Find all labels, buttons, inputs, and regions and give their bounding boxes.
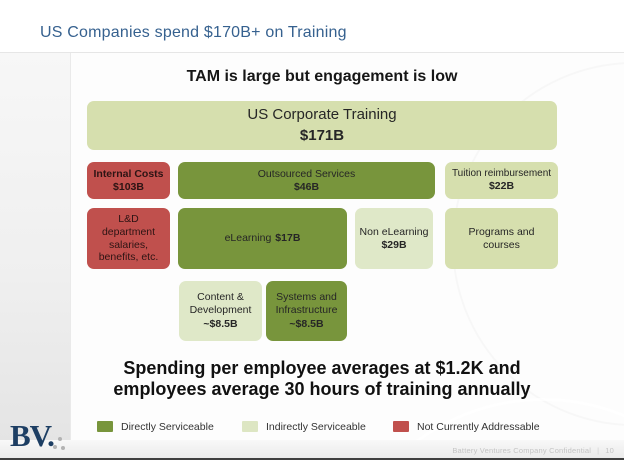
- bv-logo: BV.: [10, 418, 70, 458]
- box-tuition-reimbursement: Tuition reimbursement $22B: [445, 162, 558, 199]
- box-label: L&D department salaries, benefits, etc.: [98, 212, 159, 264]
- legend-label: Directly Serviceable: [121, 420, 214, 433]
- box-label-line: eLearning $17B: [225, 232, 301, 245]
- legend-label: Not Currently Addressable: [417, 420, 540, 433]
- key-statement-line2: employees average 30 hours of training a…: [113, 379, 531, 400]
- box-systems-infrastructure: Systems and Infrastructure ~$8.5B: [266, 281, 347, 341]
- legend-item-indirectly-serviceable: Indirectly Serviceable: [242, 420, 366, 433]
- key-statement-line1: Spending per employee averages at $1.2K …: [123, 358, 521, 378]
- footer-separator: |: [597, 446, 600, 455]
- box-label: Internal Costs: [93, 167, 164, 180]
- box-value: $22B: [488, 180, 515, 193]
- footer: Battery Ventures Company Confidential | 10: [452, 446, 614, 455]
- box-value: $29B: [381, 238, 407, 251]
- bv-logo-dots: [48, 437, 70, 453]
- legend-swatch-indirect: [242, 421, 258, 432]
- box-label: US Corporate Training: [247, 106, 397, 124]
- box-value: ~$8.5B: [289, 318, 324, 331]
- key-statement: Spending per employee averages at $1.2K …: [57, 358, 587, 400]
- box-label: Outsourced Services: [257, 167, 356, 180]
- box-label: Systems and Infrastructure: [275, 290, 338, 316]
- legend-item-not-currently-addressable: Not Currently Addressable: [393, 420, 540, 433]
- box-label: Non eLearning: [359, 225, 429, 238]
- header-divider: [0, 52, 624, 53]
- box-outsourced-services: Outsourced Services $46B: [178, 162, 435, 199]
- diagram-heading: TAM is large but engagement is low: [186, 68, 458, 85]
- box-value: $46B: [293, 180, 320, 193]
- footer-band: [0, 440, 624, 458]
- legend-swatch-direct: [97, 421, 113, 432]
- footer-page-number: 10: [605, 446, 614, 455]
- bv-logo-text: BV.: [10, 418, 55, 453]
- box-value: $103B: [113, 180, 144, 193]
- box-ld-department: L&D department salaries, benefits, etc.: [87, 208, 170, 269]
- legend-label: Indirectly Serviceable: [266, 420, 366, 433]
- box-label: Programs and courses: [468, 225, 535, 251]
- box-programs-and-courses: Programs and courses: [445, 208, 558, 269]
- box-value: ~$8.5B: [203, 318, 238, 331]
- box-non-elearning: Non eLearning $29B: [355, 208, 433, 269]
- left-margin-strip: [0, 53, 71, 460]
- box-value: $171B: [299, 126, 345, 144]
- footer-confidential: Battery Ventures Company Confidential: [452, 446, 592, 455]
- window-bottom-edge: [0, 458, 624, 460]
- box-us-corporate-training: US Corporate Training $171B: [87, 101, 557, 150]
- box-value: $17B: [275, 232, 301, 245]
- box-label: eLearning: [224, 232, 272, 245]
- box-label: Content & Development: [189, 290, 252, 316]
- legend-swatch-not-addressable: [393, 421, 409, 432]
- slide-title: US Companies spend $170B+ on Training: [40, 24, 347, 41]
- legend-item-directly-serviceable: Directly Serviceable: [97, 420, 214, 433]
- box-content-development: Content & Development ~$8.5B: [179, 281, 262, 341]
- box-label: Tuition reimbursement: [451, 168, 552, 179]
- box-elearning: eLearning $17B: [178, 208, 347, 269]
- box-internal-costs: Internal Costs $103B: [87, 162, 170, 199]
